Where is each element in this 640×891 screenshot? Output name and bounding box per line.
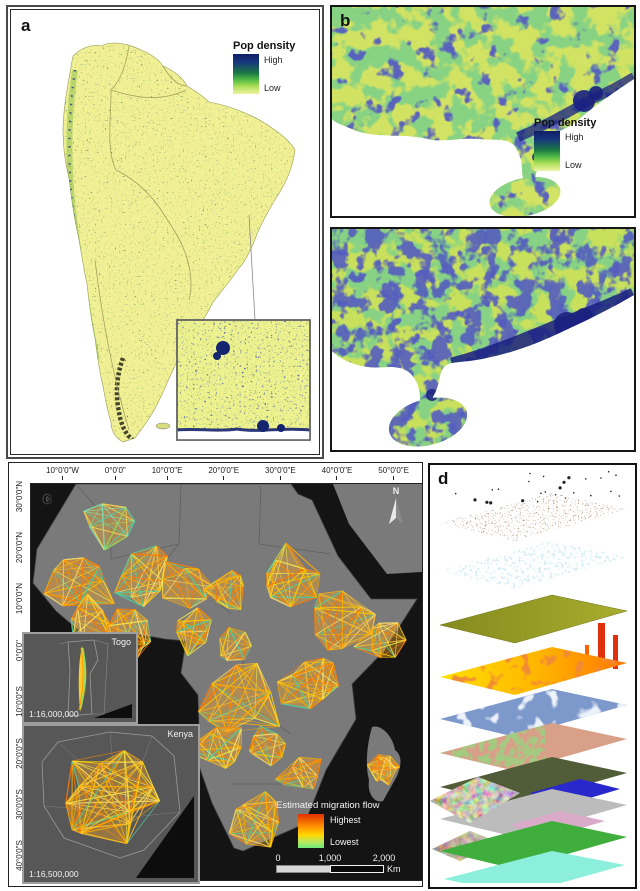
panel-d-gis-layer-stack: d xyxy=(428,463,637,889)
lat-label: 10°0'0"N xyxy=(15,583,25,615)
africa-map xyxy=(31,484,422,880)
layer-stack-diagram xyxy=(430,470,628,883)
panel-c-label: c xyxy=(43,490,52,507)
panel-a-south-america-map: a xyxy=(6,5,324,459)
flow-gradient-swatch xyxy=(298,814,324,848)
migration-flow-webs xyxy=(43,503,407,848)
scale-bar-segments xyxy=(276,865,384,873)
north-arrow: N xyxy=(384,486,408,532)
legend-high-label: High xyxy=(264,55,283,65)
south-america-map xyxy=(62,42,311,443)
longitude-axis: 10°0'0"W 0°0'0" 10°0'0"E 20°0'0"E 30°0'0… xyxy=(30,466,421,482)
pop-density-gradient-swatch xyxy=(534,131,560,171)
panel-a-label: a xyxy=(21,16,31,35)
panel-b-china-coast-map-bottom xyxy=(330,227,636,452)
green-layer xyxy=(440,821,627,869)
legend-highest-label: Highest xyxy=(330,815,361,825)
scale-bar: 0 1,000 2,000 Km xyxy=(275,853,414,874)
river-network-layer xyxy=(440,541,627,589)
lon-label: 10°0'0"E xyxy=(151,466,183,475)
legend-lowest-label: Lowest xyxy=(330,837,359,847)
scale-1000: 1,000 xyxy=(318,853,342,863)
lat-label: 20°0'0"N xyxy=(15,531,25,563)
legend-low-label: Low xyxy=(264,83,281,93)
scale-0: 0 xyxy=(275,853,281,863)
legend-title: Pop density xyxy=(233,40,296,52)
kenya-inset-scale: 1:16,500,000 xyxy=(29,869,79,879)
falkland-islands xyxy=(155,422,171,430)
togo-inset-scale: 1:16,000,000 xyxy=(29,709,79,719)
pop-density-gradient-swatch xyxy=(233,54,259,94)
africa-map-frame: c N Togo 1:16,000,000 xyxy=(22,483,423,884)
inset-zoom-box xyxy=(176,319,311,441)
lon-label: 50°0'0"E xyxy=(378,466,409,475)
legend-low-label: Low xyxy=(565,160,582,170)
cyan-layer xyxy=(444,851,625,883)
legend-high-label: High xyxy=(565,132,584,142)
north-arrow-icon xyxy=(389,498,403,524)
kenya-inset-name: Kenya xyxy=(167,729,193,739)
settlement-points-layer xyxy=(440,493,627,541)
arabia-landmass xyxy=(333,484,422,574)
lat-label: 30°0'0"N xyxy=(15,480,25,512)
legend-title: Estimated migration flow xyxy=(276,800,380,811)
pop-density-legend-a: Pop density High Low xyxy=(233,40,295,94)
scale-unit: Km xyxy=(387,864,401,874)
olive-landcover-layer xyxy=(439,594,628,644)
lon-label: 0°0'0" xyxy=(104,466,126,475)
pop-density-map-top xyxy=(332,7,634,216)
lon-label: 40°0'0"E xyxy=(321,466,353,475)
panel-b-china-coast-map-top: b Pop density xyxy=(330,5,636,218)
kenya-inset-map: Kenya 1:16,500,000 xyxy=(22,724,200,884)
lon-label: 10°0'0"W xyxy=(46,466,79,475)
pop-density-map-bottom xyxy=(332,229,634,450)
togo-inset-map: Togo 1:16,000,000 xyxy=(22,632,138,724)
lon-label: 30°0'0"E xyxy=(265,466,296,475)
migration-flow-legend: Estimated migration flow Highest Lowest xyxy=(276,800,414,848)
legend-title: Pop density xyxy=(534,117,597,129)
panel-b-label: b xyxy=(340,11,351,30)
kenya-inset xyxy=(41,731,194,878)
kenya-flow-web xyxy=(65,750,161,845)
pop-density-legend-b: Pop density High Low xyxy=(534,117,596,171)
north-label: N xyxy=(392,486,400,496)
panel-d-label: d xyxy=(438,469,449,488)
lon-label: 20°0'0"E xyxy=(208,466,240,475)
panel-c-africa-migration-map: 10°0'0"W 0°0'0" 10°0'0"E 20°0'0"E 30°0'0… xyxy=(8,462,423,887)
scale-2000: 2,000 xyxy=(372,853,396,863)
patagonia-coast xyxy=(114,357,135,442)
togo-inset xyxy=(59,639,132,718)
togo-inset-name: Togo xyxy=(111,637,131,647)
inset-connector-line xyxy=(248,214,256,321)
country-borders xyxy=(94,45,192,431)
